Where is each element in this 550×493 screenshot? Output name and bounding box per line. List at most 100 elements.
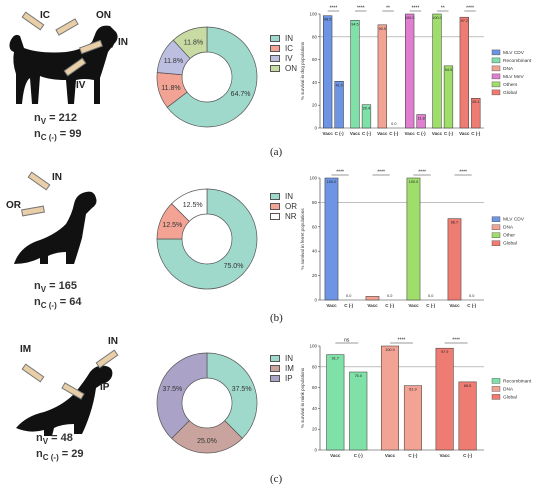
- significance-label: ****: [418, 170, 426, 176]
- value-label: 66.7: [451, 221, 458, 225]
- value-label: 91.7: [332, 357, 339, 361]
- legend-swatch: [270, 375, 280, 382]
- dog-survival-bar-chart: % survival in dog populations 0 20 40 60 80 10…: [300, 6, 532, 137]
- donut-legend-item: IN: [270, 192, 293, 201]
- x-tick-label: C (-): [417, 131, 426, 136]
- slice-label: 12.5%: [183, 202, 203, 209]
- significance-label: **: [386, 6, 390, 12]
- value-label: 97.2: [461, 19, 468, 23]
- legend-swatch: [491, 65, 501, 72]
- legend-swatch: [491, 224, 501, 230]
- bar: [458, 381, 477, 451]
- panel-c: IM IN IP nV = 48 nC (-) = 29 37.5% 25.0% 3…: [0, 330, 550, 493]
- route-label: IM: [20, 344, 32, 355]
- donut-slice: [172, 26, 208, 60]
- x-tick-label: C (-): [467, 303, 476, 308]
- donut-legend-item: IC: [270, 44, 293, 53]
- route-label: IP: [100, 382, 110, 393]
- y-axis-label: % survival in ferret populations: [300, 208, 305, 270]
- value-label: 100.0: [405, 16, 415, 20]
- significance-label: ****: [336, 170, 344, 176]
- legend-swatch: [270, 55, 280, 62]
- route-label: IN: [108, 336, 118, 347]
- bar: [447, 218, 462, 301]
- x-tick-label: Vacc: [377, 131, 388, 136]
- x-tick-label: C (-): [344, 303, 353, 308]
- value-label: 65.5: [464, 384, 471, 388]
- value-label: 61.9: [409, 388, 416, 392]
- x-tick-label: Vacc: [408, 303, 419, 308]
- significance-label: ****: [466, 6, 474, 12]
- significance-label: ****: [357, 6, 365, 12]
- donut-legend-item: IM: [270, 364, 294, 373]
- route-label: ON: [96, 10, 111, 21]
- legend-label: MLV MeV: [503, 74, 525, 80]
- legend-swatch: [270, 365, 280, 372]
- route-label: IN: [52, 172, 62, 183]
- bar: [471, 97, 481, 129]
- value-label: 54.5: [445, 68, 452, 72]
- legend-swatch: [270, 193, 280, 200]
- donut-legend-item: IP: [270, 374, 293, 383]
- bar: [349, 371, 368, 451]
- legend-label: Global: [503, 241, 517, 247]
- legend-swatch: [270, 35, 280, 42]
- bar: [443, 65, 454, 129]
- y-tick-label: 60: [312, 385, 318, 390]
- x-tick-label: Vacc: [323, 131, 334, 136]
- value-label: 97.9: [441, 350, 448, 354]
- control-count: nC (-) = 99: [34, 128, 82, 143]
- legend-label: Global: [503, 90, 517, 96]
- value-label: 20.4: [363, 107, 370, 111]
- value-label: 41.0: [335, 83, 342, 87]
- x-tick-label: C (-): [389, 131, 398, 136]
- bar: [361, 104, 372, 129]
- x-tick-label: Vacc: [330, 453, 341, 458]
- y-tick-label: 40: [312, 406, 318, 411]
- vaccinated-count: nV = 48: [36, 432, 73, 447]
- donut-legend-item: IV: [270, 54, 293, 63]
- significance-label: ****: [452, 338, 460, 344]
- legend-label: MLV CDV: [503, 50, 525, 56]
- panel-b: OR IN nV = 165 nC (-) = 64 75.0% 12.5% 12.…: [0, 162, 550, 327]
- x-tick-label: C (-): [426, 303, 435, 308]
- y-tick-label: 100: [309, 12, 317, 17]
- donut-legend-item: ON: [270, 64, 297, 73]
- y-tick-label: 80: [312, 364, 318, 369]
- legend-swatch: [270, 213, 280, 220]
- legend-swatch: [270, 203, 280, 210]
- y-tick-label: 60: [312, 224, 318, 229]
- donut-slice: [206, 352, 258, 439]
- donut-slice: [166, 26, 258, 128]
- bar: [406, 177, 421, 301]
- legend-swatch: [491, 49, 501, 56]
- route-donut-chart: 37.5% 25.0% 37.5%: [156, 352, 258, 454]
- ferret-survival-bar-chart: % survival in ferret populations 0 20 40 60 8…: [300, 170, 525, 309]
- x-tick-label: Vacc: [367, 303, 378, 308]
- y-tick-label: 100: [309, 176, 317, 181]
- legend-label: Other: [503, 233, 515, 239]
- legend-swatch: [491, 232, 501, 238]
- mink-silhouette-icon: [16, 349, 119, 436]
- x-tick-label: C (-): [471, 131, 480, 136]
- x-tick-label: Vacc: [432, 131, 443, 136]
- legend-swatch: [491, 73, 501, 80]
- legend-swatch: [491, 386, 501, 392]
- panel-letter: (b): [270, 312, 283, 324]
- donut-slice: [171, 188, 208, 222]
- value-label: 100.0: [432, 16, 442, 20]
- slice-label: 12.5%: [162, 222, 182, 229]
- value-label: 100.0: [385, 348, 395, 352]
- significance-label: ****: [411, 6, 419, 12]
- donut-slice: [156, 352, 208, 439]
- donut-legend-item: OR: [270, 202, 297, 211]
- bar: [377, 24, 387, 129]
- slice-label: 25.0%: [197, 438, 217, 445]
- dog-silhouette-icon: [9, 11, 118, 105]
- bar: [334, 81, 344, 129]
- donut-legend-item: NR: [270, 212, 297, 221]
- legend-swatch: [491, 81, 501, 88]
- x-tick-label: Vacc: [440, 453, 451, 458]
- value-label: 0.0: [428, 294, 433, 298]
- y-axis-label: % survival in mink populations: [300, 367, 305, 428]
